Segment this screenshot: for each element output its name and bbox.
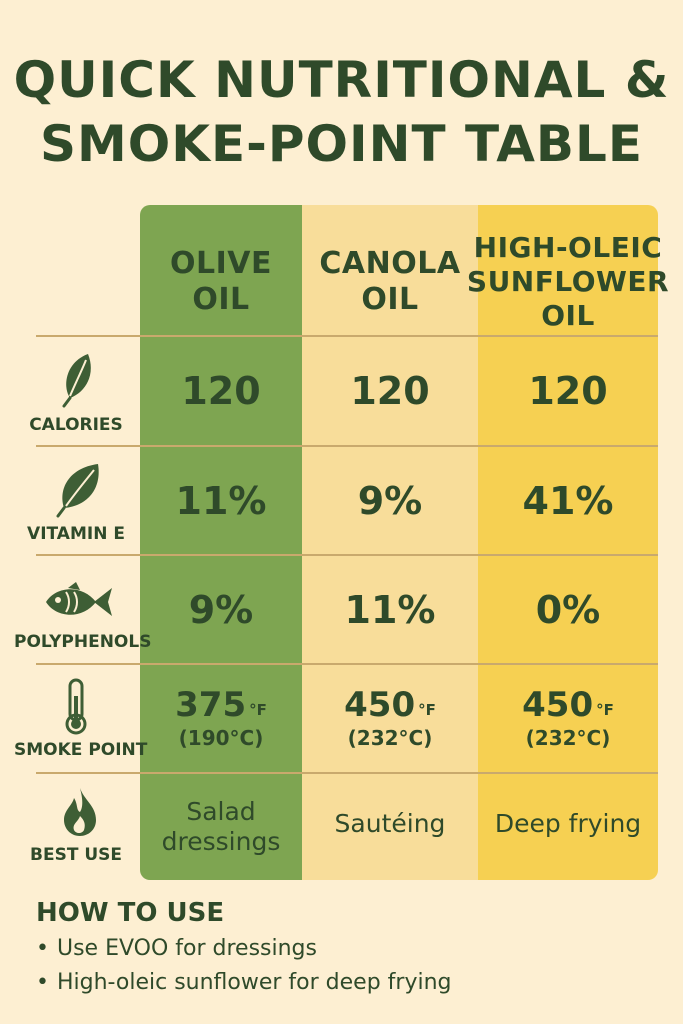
row-label-best-use: BEST USE: [30, 845, 122, 865]
olive-oil-column: [140, 205, 302, 880]
cell-best-use-canola: Sautéing: [302, 774, 478, 874]
how-to-use-title: HOW TO USE: [36, 898, 225, 928]
bullet: •: [36, 970, 49, 995]
smoke-point-unit: °F: [249, 700, 267, 719]
canola-oil-column: [302, 205, 478, 880]
smoke-point-c: (232°C): [347, 725, 433, 750]
leaf-icon: [56, 464, 99, 518]
how-to-use-text: Use EVOO for dressings: [56, 936, 317, 961]
column-header-line: OIL: [192, 282, 250, 317]
row-label-polyphenols: POLYPHENOLS: [14, 632, 152, 652]
cell-best-use-olive: Salad dressings: [140, 774, 302, 880]
row-divider: [36, 445, 658, 447]
smoke-point-c: (190°C): [178, 725, 264, 750]
thermometer-icon: [65, 678, 87, 735]
how-to-use-text: High-oleic sunflower for deep frying: [56, 970, 452, 995]
row-divider: [36, 772, 658, 774]
cell-smoke-point-canola: 450 °F (232°C): [302, 665, 478, 772]
title-line-1: QUICK NUTRITIONAL &: [13, 51, 670, 109]
row-label-calories: CALORIES: [29, 415, 123, 435]
cell-smoke-point-sunflower: 450 °F (232°C): [478, 665, 658, 772]
flame-icon: [64, 788, 96, 836]
smoke-point-f: 450: [344, 684, 416, 725]
best-use-line: Salad: [186, 797, 256, 826]
cell-vitamin-e-canola: 9%: [357, 478, 423, 523]
leaf-icon: [62, 354, 91, 408]
bullet: •: [36, 936, 49, 961]
page-title: QUICK NUTRITIONAL & SMOKE-POINT TABLE: [0, 48, 683, 176]
column-header-line: OIL: [361, 282, 419, 317]
column-header-olive-oil: OLIVE OIL: [140, 232, 302, 332]
sunflower-oil-column: [478, 205, 658, 880]
cell-best-use-sunflower: Deep frying: [478, 774, 658, 874]
column-header-line: HIGH-OLEIC: [473, 231, 663, 264]
cell-polyphenols-canola: 11%: [344, 587, 436, 632]
column-header-sunflower-oil: HIGH-OLEIC SUNFLOWER OIL: [467, 231, 669, 332]
cell-vitamin-e-olive: 11%: [175, 478, 267, 523]
cell-calories-sunflower: 120: [528, 369, 608, 413]
column-header-line: CANOLA: [319, 246, 461, 281]
smoke-point-unit: °F: [596, 700, 614, 719]
column-header-line: OIL: [541, 299, 595, 332]
row-label-vitamin-e: VITAMIN E: [27, 524, 125, 544]
best-use-line: Deep frying: [494, 809, 642, 838]
column-header-line: OLIVE: [170, 246, 272, 281]
title-line-2: SMOKE-POINT TABLE: [39, 115, 644, 173]
best-use-line: Sautéing: [334, 809, 446, 838]
fish-icon: [46, 582, 112, 616]
column-header-canola-oil: CANOLA OIL: [302, 232, 478, 332]
cell-vitamin-e-sunflower: 41%: [522, 478, 614, 523]
row-divider: [36, 663, 658, 665]
smoke-point-f: 375: [175, 684, 247, 725]
column-header-line: SUNFLOWER: [466, 265, 670, 298]
smoke-point-c: (232°C): [525, 725, 611, 750]
cell-smoke-point-olive: 375 °F (190°C): [140, 665, 302, 772]
how-to-use-item: • High-oleic sunflower for deep frying: [36, 970, 452, 995]
how-to-use-item: • Use EVOO for dressings: [36, 936, 317, 961]
row-label-smoke-point: SMOKE POINT: [14, 740, 148, 760]
row-divider: [36, 554, 658, 556]
cell-calories-canola: 120: [350, 369, 430, 413]
cell-polyphenols-olive: 9%: [188, 587, 254, 632]
best-use-line: dressings: [161, 827, 281, 856]
cell-calories-olive: 120: [181, 369, 261, 413]
cell-polyphenols-sunflower: 0%: [535, 587, 601, 632]
smoke-point-f: 450: [522, 684, 594, 725]
smoke-point-unit: °F: [418, 700, 436, 719]
row-divider: [36, 335, 658, 337]
